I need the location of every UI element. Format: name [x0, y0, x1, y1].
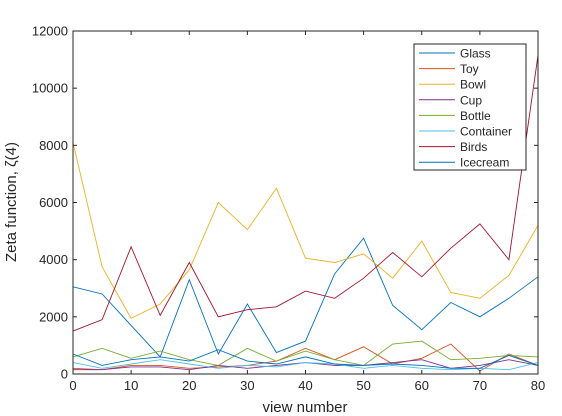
legend-label-bottle: Bottle	[460, 109, 491, 123]
series-line-glass	[72, 237, 539, 358]
series-line-toy	[72, 343, 539, 372]
x-tick-label: 80	[531, 378, 545, 393]
series-line-container	[72, 359, 539, 371]
legend-label-glass: Glass	[460, 47, 491, 61]
x-tick-label: 70	[473, 378, 487, 393]
y-tick-label: 6000	[39, 195, 68, 210]
series-line-icecream	[72, 349, 539, 369]
x-tick-label: 10	[124, 378, 138, 393]
x-axis-label: view number	[262, 399, 347, 416]
legend-label-cup: Cup	[460, 93, 482, 107]
legend-label-bowl: Bowl	[460, 78, 486, 92]
legend-label-toy: Toy	[460, 62, 479, 76]
y-axis-label: Zeta function, ζ(4)	[3, 142, 20, 262]
x-tick-label: 40	[298, 378, 312, 393]
y-axis-ticks: 0 2000 4000 6000 8000 10000 12000	[32, 24, 538, 382]
y-tick-label: 0	[61, 367, 68, 382]
legend-label-birds: Birds	[460, 140, 487, 154]
series-layer	[72, 55, 539, 372]
legend-label-icecream: Icecream	[460, 156, 509, 170]
x-tick-label: 20	[182, 378, 196, 393]
series-line-bottle	[72, 340, 539, 366]
y-tick-label: 12000	[32, 24, 68, 39]
x-axis-ticks: 0 10 20 30 40 50 60 70 80	[69, 31, 545, 393]
y-tick-label: 4000	[39, 252, 68, 267]
y-tick-label: 8000	[39, 138, 68, 153]
legend-box	[413, 43, 527, 171]
x-tick-label: 50	[356, 378, 370, 393]
x-tick-label: 0	[69, 378, 76, 393]
legend-label-container: Container	[460, 125, 512, 139]
series-line-bowl	[72, 142, 539, 319]
y-tick-label: 2000	[39, 309, 68, 324]
x-tick-label: 30	[240, 378, 254, 393]
series-line-birds	[72, 55, 539, 332]
y-tick-label: 10000	[32, 81, 68, 96]
x-tick-label: 60	[415, 378, 429, 393]
